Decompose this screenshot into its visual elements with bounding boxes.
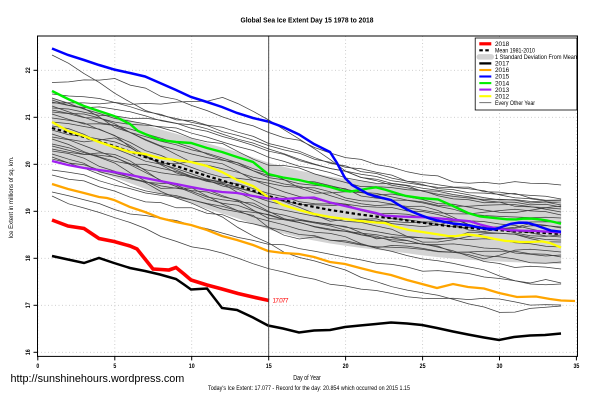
svg-text:2016: 2016: [495, 67, 510, 74]
svg-text:1 Standard Deviation From Mean: 1 Standard Deviation From Mean: [495, 54, 577, 61]
svg-text:19: 19: [25, 208, 32, 214]
svg-text:0: 0: [36, 363, 39, 370]
svg-text:25: 25: [420, 363, 426, 370]
svg-text:Day of Year: Day of Year: [293, 375, 321, 382]
svg-text:Ice Extent in millions of sq.: Ice Extent in millions of sq. km.: [8, 156, 15, 238]
svg-text:18: 18: [25, 255, 32, 261]
svg-text:Mean 1981-2010: Mean 1981-2010: [495, 48, 535, 55]
svg-text:20: 20: [343, 363, 349, 370]
svg-text:2018: 2018: [495, 41, 510, 48]
svg-text:Today's Ice Extent: 17.077 -: Today's Ice Extent: 17.077 - Record for …: [208, 385, 410, 392]
svg-text:15: 15: [266, 363, 272, 370]
svg-text:Every Other Year: Every Other Year: [495, 100, 536, 107]
svg-text:17: 17: [25, 302, 32, 308]
svg-text:2017: 2017: [495, 61, 510, 68]
svg-text:35: 35: [573, 363, 579, 370]
svg-text:30: 30: [497, 363, 503, 370]
svg-text:http://sunshinehours.wordpress: http://sunshinehours.wordpress.com: [11, 373, 185, 385]
svg-text:22: 22: [25, 67, 32, 73]
svg-text:2012: 2012: [495, 93, 510, 100]
svg-text:16: 16: [25, 349, 32, 355]
svg-text:2014: 2014: [495, 80, 510, 87]
svg-text:2015: 2015: [495, 74, 510, 81]
svg-text:10: 10: [189, 363, 195, 370]
svg-text:20: 20: [25, 161, 32, 167]
svg-text:5: 5: [113, 363, 116, 370]
svg-text:Global Sea Ice Extent Day 15 1: Global Sea Ice Extent Day 15 1978 to 201…: [241, 16, 374, 25]
svg-text:2013: 2013: [495, 87, 510, 94]
svg-text:21: 21: [25, 114, 32, 120]
svg-text:17.077: 17.077: [273, 298, 289, 305]
